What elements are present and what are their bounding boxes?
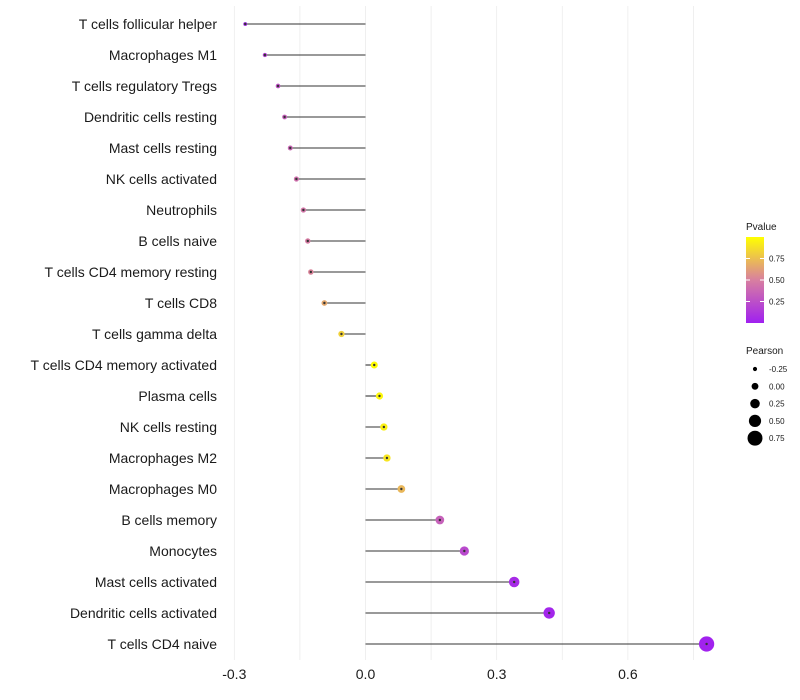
lollipop-center-dot [373, 363, 376, 367]
lollipop-center-dot [547, 611, 551, 615]
size-legend-label: 0.00 [769, 382, 785, 391]
lollipop-center-dot [263, 53, 267, 57]
lollipop-center-dot [463, 549, 466, 553]
size-legend-dot [747, 430, 763, 446]
color-legend-tick-label: 0.50 [769, 276, 785, 285]
size-legend-label: 0.75 [769, 434, 785, 443]
lollipop-center-dot [302, 208, 305, 212]
category-label: Macrophages M2 [109, 450, 217, 466]
category-label: T cells gamma delta [92, 326, 217, 342]
lollipop-center-dot [323, 301, 326, 305]
lollipop-center-dot [382, 425, 386, 429]
color-legend: Pvalue 0.25 0.50 0.75 [746, 222, 785, 323]
size-legend-label: -0.25 [769, 365, 788, 374]
color-legend-title: Pvalue [746, 222, 777, 233]
lollipop-center-dot [289, 146, 292, 150]
points [243, 22, 715, 652]
category-label: NK cells resting [120, 419, 217, 435]
category-label: Monocytes [149, 543, 217, 559]
x-tick-label: 0.3 [487, 666, 507, 682]
category-label: Macrophages M0 [109, 481, 217, 497]
lollipop-center-dot [400, 487, 403, 491]
category-label: B cells naive [138, 233, 217, 249]
category-label: T cells CD4 naive [108, 636, 218, 652]
category-label: T cells regulatory Tregs [72, 78, 217, 94]
category-label: Neutrophils [146, 202, 217, 218]
category-label: Dendritic cells activated [70, 605, 217, 621]
stems [245, 23, 707, 645]
lollipop-center-dot [438, 518, 442, 522]
size-legend-label: 0.25 [769, 400, 785, 409]
size-legend-label: 0.50 [769, 417, 785, 426]
lollipop-center-dot [306, 239, 309, 243]
size-legend-dot [752, 366, 758, 372]
grid [233, 6, 694, 660]
lollipop-center-dot [340, 332, 343, 336]
color-legend-tick-label: 0.75 [769, 255, 785, 264]
size-legend: Pearson -0.25 0.00 0.25 0.50 0.75 [746, 346, 788, 446]
category-label: T cells CD4 memory activated [31, 357, 217, 373]
size-legend-dot [750, 398, 760, 409]
x-tick-label: -0.3 [222, 666, 246, 682]
category-label: Mast cells activated [95, 574, 217, 590]
lollipop-center-dot [244, 22, 247, 26]
category-label: Dendritic cells resting [84, 109, 217, 125]
size-legend-items: -0.25 0.00 0.25 0.50 0.75 [747, 365, 788, 446]
x-tick-label: 0.6 [618, 666, 638, 682]
category-label: NK cells activated [106, 171, 217, 187]
x-axis-ticks: -0.3 0.0 0.3 0.6 [222, 666, 638, 682]
lollipop-center-dot [295, 177, 298, 181]
category-label: Macrophages M1 [109, 47, 217, 63]
category-label: Mast cells resting [109, 140, 217, 156]
color-legend-ticks: 0.25 0.50 0.75 [746, 255, 785, 307]
lollipop-center-dot [512, 580, 516, 584]
size-legend-title: Pearson [746, 346, 783, 357]
category-labels: T cells follicular helper Macrophages M1 T… [31, 16, 218, 652]
lollipop-center-dot [385, 456, 389, 460]
x-tick-label: 0.0 [356, 666, 376, 682]
lollipop-center-dot [283, 115, 286, 119]
color-legend-tick-label: 0.25 [769, 298, 785, 307]
lollipop-center-dot [705, 642, 708, 646]
size-legend-dot [751, 382, 759, 390]
category-label: T cells CD8 [145, 295, 217, 311]
size-legend-dot [748, 414, 762, 428]
category-label: T cells CD4 memory resting [45, 264, 217, 280]
lollipop-center-dot [378, 394, 381, 398]
lollipop-center-dot [276, 84, 280, 88]
category-label: B cells memory [121, 512, 217, 528]
color-legend-bar [746, 237, 764, 323]
lollipop-center-dot [309, 270, 313, 274]
category-label: T cells follicular helper [79, 16, 218, 32]
category-label: Plasma cells [138, 388, 217, 404]
